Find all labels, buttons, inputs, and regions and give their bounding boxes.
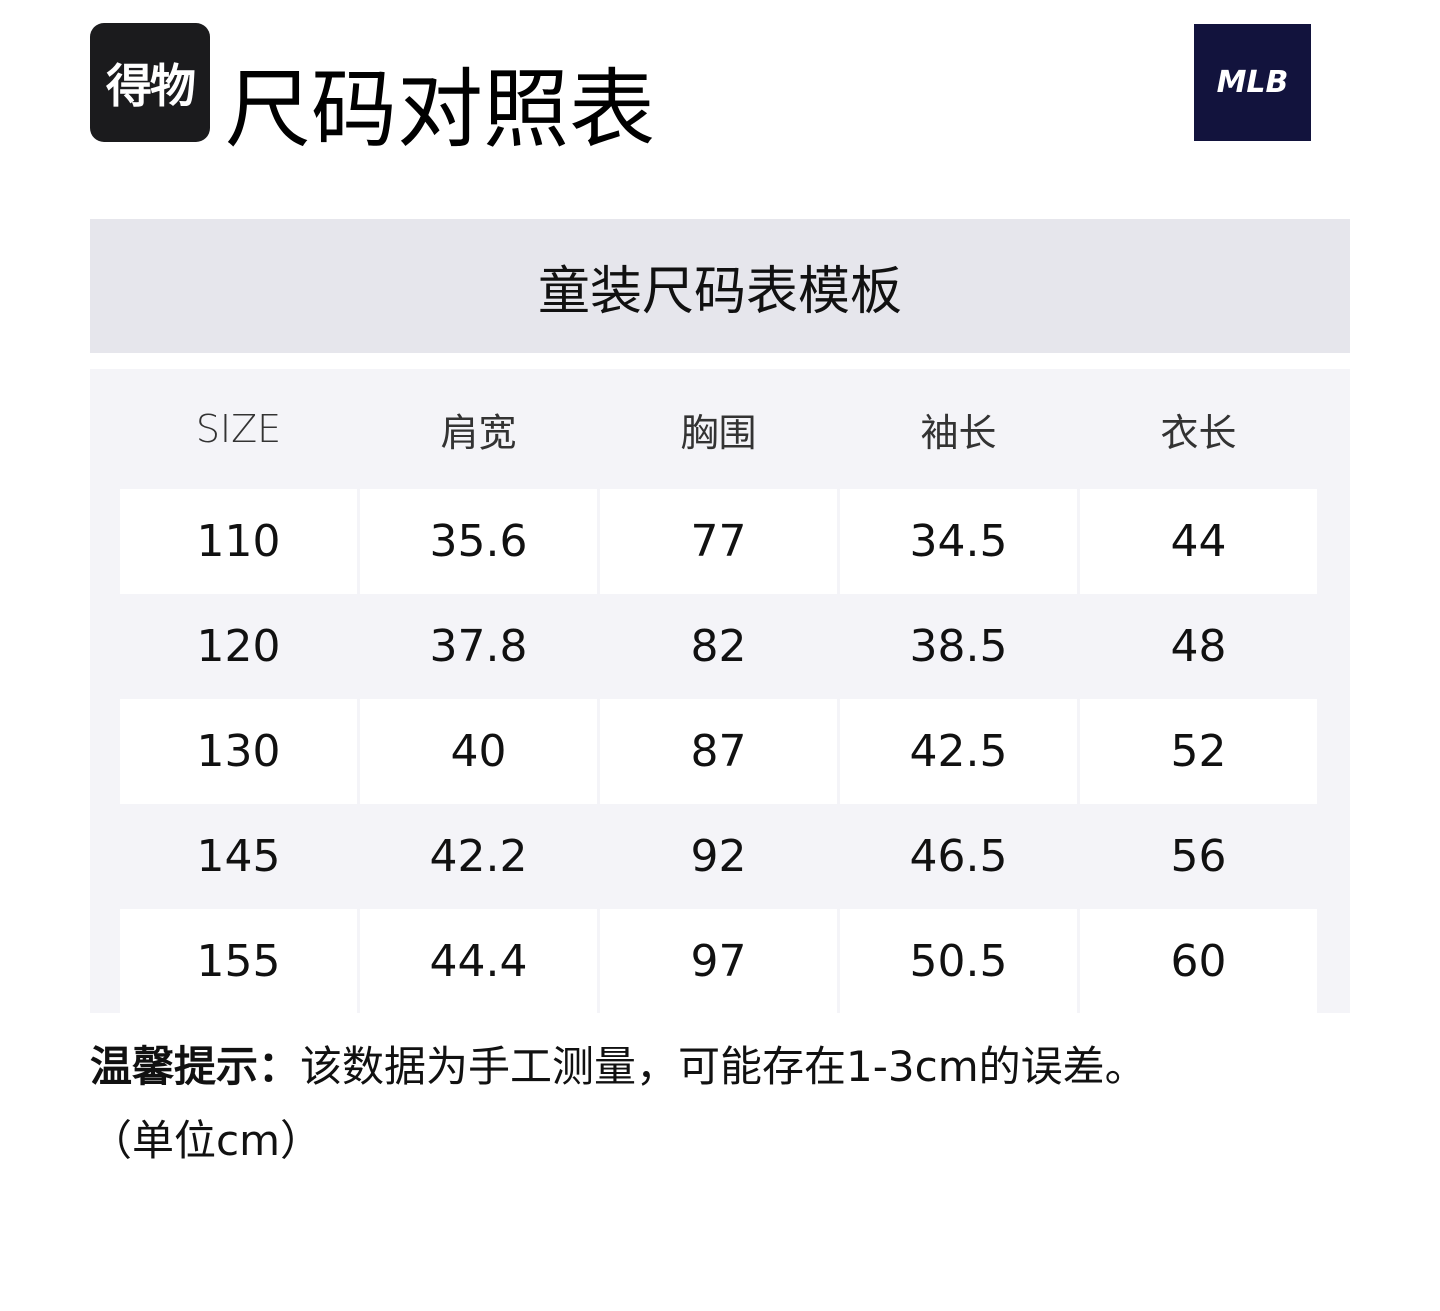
table-cell: 40 <box>360 699 597 804</box>
brand-logo-text: MLB <box>1216 65 1289 100</box>
column-header: 胸围 <box>680 410 757 455</box>
table-cell: 44.4 <box>360 909 597 1014</box>
table-cell: 34.5 <box>840 489 1077 594</box>
table-cell: 35.6 <box>360 489 597 594</box>
table-cell: 44 <box>1080 489 1317 594</box>
notice-text: 该数据为手工测量，可能存在1-3cm的误差。 <box>300 1042 1147 1091</box>
table-cell: 82 <box>690 621 747 672</box>
page-title: 尺码对照表 <box>225 60 655 160</box>
table-cell: 60 <box>1080 909 1317 1014</box>
table-cell: 145 <box>196 831 281 882</box>
table-cell: 77 <box>600 489 837 594</box>
table-caption: 童装尺码表模板 <box>90 219 1350 353</box>
table-cell: 38.5 <box>909 621 1008 672</box>
unit-note: （单位cm） <box>90 1116 323 1165</box>
table-cell: 130 <box>120 699 357 804</box>
table-cell: 52 <box>1080 699 1317 804</box>
table-cell: 110 <box>120 489 357 594</box>
table-cell: 97 <box>600 909 837 1014</box>
column-header: 袖长 <box>920 410 997 455</box>
table-cell: 48 <box>1170 621 1227 672</box>
table-cell: 92 <box>690 831 747 882</box>
table-cell: 56 <box>1170 831 1227 882</box>
table-cell: 120 <box>196 621 281 672</box>
table-cell: 155 <box>120 909 357 1014</box>
table-cell: 37.8 <box>429 621 528 672</box>
size-table: SIZE 肩宽 胸围 袖长 衣长 110 35.6 77 34.5 44 120 37.8 82 38.5… <box>90 369 1350 1014</box>
column-header: 衣长 <box>1160 410 1237 455</box>
column-header: SIZE <box>195 407 282 451</box>
table-cell: 42.5 <box>840 699 1077 804</box>
notice: 温馨提示：该数据为手工测量，可能存在1-3cm的误差。 （单位cm） <box>90 1030 1370 1178</box>
mlb-logo: MLB <box>1194 24 1311 141</box>
table-cell: 42.2 <box>429 831 528 882</box>
column-header: 肩宽 <box>440 410 517 455</box>
table-cell: 87 <box>600 699 837 804</box>
table-cell: 50.5 <box>840 909 1077 1014</box>
notice-label: 温馨提示： <box>90 1042 301 1091</box>
logo-text: 得物 <box>106 58 196 113</box>
dewu-logo: 得物 <box>90 23 210 142</box>
table-cell: 46.5 <box>909 831 1008 882</box>
